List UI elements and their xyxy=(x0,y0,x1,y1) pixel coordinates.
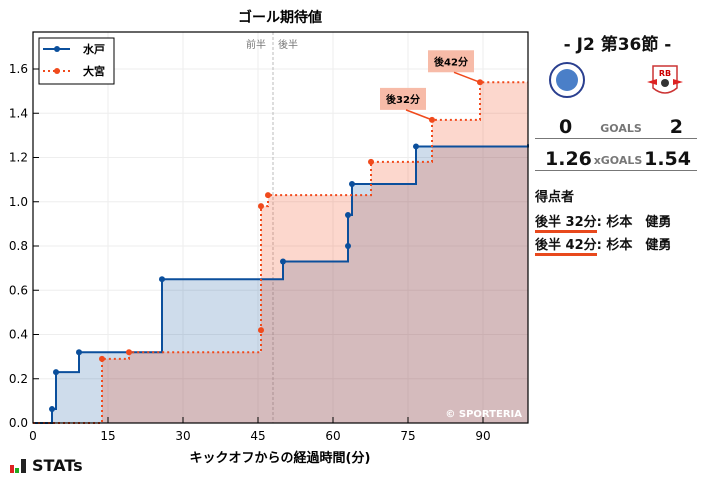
svg-text:0.6: 0.6 xyxy=(9,283,28,297)
round-title: - J2 第36節 - xyxy=(563,35,672,55)
legend-omiya: 大宮 xyxy=(83,64,105,78)
svg-text:0.0: 0.0 xyxy=(9,416,28,430)
legend-mito: 水戸 xyxy=(83,42,105,56)
svg-text:1.2: 1.2 xyxy=(9,151,28,165)
svg-text:30: 30 xyxy=(175,429,190,443)
goals-label: GOALS xyxy=(600,122,642,135)
svg-text:75: 75 xyxy=(400,429,415,443)
goals-row: 0 GOALS 2 xyxy=(535,114,697,139)
watermark: © SPORTERIA xyxy=(445,409,522,420)
stats-logo: STATs xyxy=(10,456,83,475)
scorer-item: 後半 42分: 杉本 健勇 xyxy=(535,234,671,256)
omiya-logo-icon: RB xyxy=(647,65,683,94)
svg-text:90: 90 xyxy=(475,429,490,443)
second-half-label: 後半 xyxy=(278,38,298,51)
first-half-label: 前半 xyxy=(246,38,266,51)
x-axis-label: キックオフからの経過時間(分) xyxy=(190,450,371,466)
svg-text:後32分: 後32分 xyxy=(386,93,420,106)
svg-text:15: 15 xyxy=(100,429,115,443)
svg-text:後42分: 後42分 xyxy=(434,55,468,68)
svg-text:0.8: 0.8 xyxy=(9,239,28,253)
scorer-item: 後半 32分: 杉本 健勇 xyxy=(535,211,671,233)
mito-logo-icon xyxy=(549,62,585,98)
svg-text:60: 60 xyxy=(325,429,340,443)
xgoals-label: xGOALS xyxy=(593,154,643,167)
chart-title: ゴール期待値 xyxy=(238,9,322,26)
brand-name: STATs xyxy=(32,456,83,475)
bar-chart-icon xyxy=(10,458,26,473)
home-xgoals: 1.26 xyxy=(545,148,592,170)
svg-text:0.4: 0.4 xyxy=(9,328,28,342)
svg-text:RB: RB xyxy=(659,69,671,78)
svg-text:1.4: 1.4 xyxy=(9,106,28,120)
svg-text:0: 0 xyxy=(29,429,37,443)
home-goals: 0 xyxy=(559,116,573,138)
legend: 水戸 大宮 xyxy=(38,37,115,85)
xg-chart: ゴール期待値 0 15 30 45 60 75 90 0.0 0.2 0.4 0.6 0.8 1.0 1.… xyxy=(9,9,529,466)
svg-text:0.2: 0.2 xyxy=(9,372,28,386)
away-goals: 2 xyxy=(669,116,683,138)
scorers-title: 得点者 xyxy=(535,190,575,205)
away-xgoals: 1.54 xyxy=(644,148,691,170)
svg-text:1.0: 1.0 xyxy=(9,195,28,209)
svg-text:45: 45 xyxy=(250,429,265,443)
xgoals-row: 1.26 xGOALS 1.54 xyxy=(535,146,697,171)
svg-text:1.6: 1.6 xyxy=(9,62,28,76)
plot-frame xyxy=(32,31,529,424)
